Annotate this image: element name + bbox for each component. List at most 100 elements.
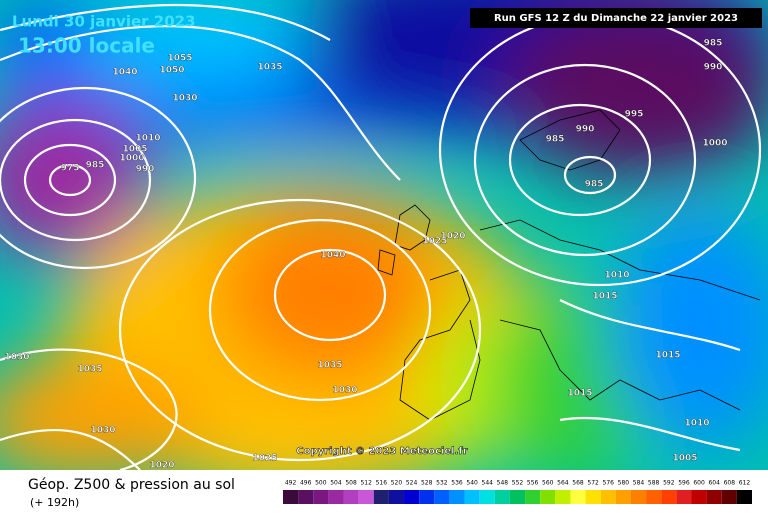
coastlines bbox=[377, 109, 761, 421]
isobar-label: 985 bbox=[546, 135, 565, 145]
colorbar-swatch bbox=[721, 490, 737, 504]
colorbar-swatch bbox=[676, 490, 692, 504]
colorbar-swatch bbox=[509, 490, 526, 504]
colorbar-label: 552 bbox=[512, 480, 524, 487]
isobar-label: 1025 bbox=[252, 454, 277, 464]
colorbar-swatch bbox=[706, 490, 722, 504]
colorbar-swatch bbox=[404, 490, 420, 504]
isobar-label: 990 bbox=[136, 165, 155, 175]
colorbar-swatch bbox=[570, 490, 586, 504]
isobar-label: 1000 bbox=[119, 154, 144, 164]
footer-lead: (+ 192h) bbox=[30, 496, 79, 509]
isobar-label: 985 bbox=[86, 161, 105, 171]
colorbar-swatch bbox=[736, 490, 752, 504]
colorbar-label: 492 bbox=[285, 480, 297, 487]
colorbar-label: 556 bbox=[527, 480, 539, 487]
isobar-label: 1035 bbox=[77, 365, 102, 375]
isobar-label: 1015 bbox=[592, 292, 617, 302]
colorbar-label: 588 bbox=[648, 480, 660, 487]
colorbar-swatch bbox=[419, 490, 435, 504]
colorbar-swatch bbox=[449, 490, 465, 504]
colorbar-label: 512 bbox=[360, 480, 372, 487]
isobars bbox=[0, 3, 762, 470]
isobar-label: 1015 bbox=[655, 351, 680, 361]
colorbar-label: 544 bbox=[482, 480, 494, 487]
isobar-label: 1035 bbox=[257, 63, 282, 73]
colorbar-swatch bbox=[283, 490, 299, 504]
colorbar-label: 592 bbox=[663, 480, 675, 487]
colorbar-swatch bbox=[328, 490, 344, 504]
colorbar-label: 532 bbox=[436, 480, 448, 487]
footer-title: Géop. Z500 & pression au sol bbox=[28, 477, 235, 493]
colorbar-label: 560 bbox=[542, 480, 554, 487]
isobar-label: 995 bbox=[625, 110, 644, 120]
isobar-label: 985 bbox=[585, 180, 604, 190]
isobar-label: 1030 bbox=[332, 386, 357, 396]
colorbar-label: 564 bbox=[557, 480, 569, 487]
colorbar-label: 540 bbox=[466, 480, 478, 487]
isobar-label: 1010 bbox=[684, 419, 709, 429]
colorbar-label: 536 bbox=[451, 480, 463, 487]
colorbar-swatch bbox=[313, 490, 329, 504]
colorbar-swatch bbox=[661, 490, 677, 504]
isobar-label: 990 bbox=[576, 125, 595, 135]
colorbar-swatch bbox=[343, 490, 359, 504]
colorbar-swatch bbox=[373, 490, 389, 504]
colorbar-swatch bbox=[358, 490, 374, 504]
isobar-label: 1040 bbox=[320, 251, 345, 261]
isobar-label: 1035 bbox=[317, 361, 342, 371]
colorbar-label: 504 bbox=[330, 480, 342, 487]
colorbar-label: 612 bbox=[739, 480, 751, 487]
forecast-date: Lundi 30 janvier 2023 bbox=[12, 13, 196, 31]
colorbar-swatch bbox=[494, 490, 510, 504]
isobar-label: 1005 bbox=[122, 145, 147, 155]
isobar-label: 1030 bbox=[172, 94, 197, 104]
colorbar-label: 608 bbox=[724, 480, 736, 487]
forecast-time: 13:00 locale bbox=[18, 34, 155, 58]
colorbar-swatch bbox=[525, 490, 541, 504]
colorbar-label: 520 bbox=[391, 480, 403, 487]
colorbar-swatch bbox=[646, 490, 662, 504]
colorbar-label: 576 bbox=[603, 480, 615, 487]
colorbar-label: 600 bbox=[693, 480, 705, 487]
colorbar-label: 500 bbox=[315, 480, 327, 487]
colorbar-swatch bbox=[691, 490, 707, 504]
colorbar-label: 580 bbox=[618, 480, 630, 487]
colorbar-swatch bbox=[555, 490, 571, 504]
isobar-label: 1000 bbox=[702, 139, 727, 149]
isobar-label: 1015 bbox=[567, 389, 592, 399]
colorbar-label: 596 bbox=[678, 480, 690, 487]
copyright: Copyright © 2023 Meteociel.fr bbox=[296, 446, 467, 457]
isobar-label: 990 bbox=[704, 63, 723, 73]
isobar-label: 1030 bbox=[4, 353, 29, 363]
colorbar-swatch bbox=[464, 490, 480, 504]
colorbar-label: 516 bbox=[376, 480, 388, 487]
colorbar-label: 604 bbox=[708, 480, 720, 487]
isobar-label: 1020 bbox=[149, 461, 174, 471]
colorbar-label: 508 bbox=[345, 480, 357, 487]
isobar-label: 1055 bbox=[167, 54, 192, 64]
colorbar-swatch bbox=[585, 490, 601, 504]
colorbar-swatch bbox=[479, 490, 495, 504]
colorbar-label: 568 bbox=[572, 480, 584, 487]
colorbar-label: 584 bbox=[633, 480, 645, 487]
isobar-label: 975 bbox=[61, 164, 80, 174]
isobar-label: 1030 bbox=[90, 426, 115, 436]
colorbar-swatch bbox=[434, 490, 450, 504]
colorbar: 492 496 500 504 508 512 516 520 524 528 532 536 540 5… bbox=[283, 480, 752, 504]
isobar-label: 985 bbox=[704, 39, 723, 49]
run-box bbox=[470, 8, 762, 28]
colorbar-label: 572 bbox=[587, 480, 599, 487]
colorbar-swatch bbox=[630, 490, 647, 504]
colorbar-swatch bbox=[388, 490, 405, 504]
colorbar-swatch bbox=[298, 490, 314, 504]
isobar-label: 1005 bbox=[672, 454, 697, 464]
colorbar-label: 548 bbox=[497, 480, 509, 487]
isobar-label: 1010 bbox=[604, 271, 629, 281]
colorbar-label: 524 bbox=[406, 480, 418, 487]
run-info: Run GFS 12 Z du Dimanche 22 janvier 2023 bbox=[494, 13, 738, 24]
